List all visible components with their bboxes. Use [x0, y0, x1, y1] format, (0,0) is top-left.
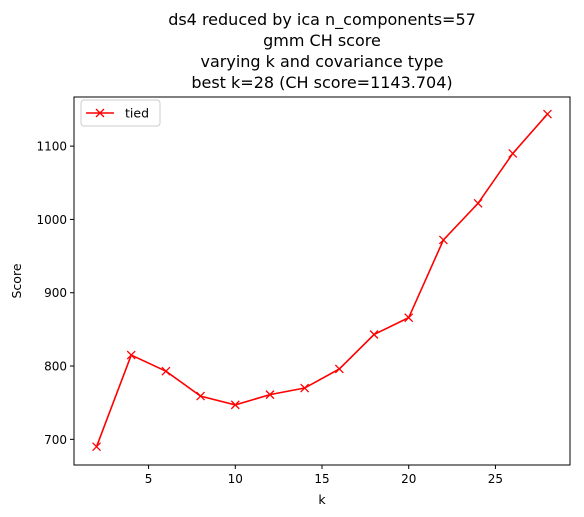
y-tick-label: 800 — [44, 360, 67, 374]
series-line-tied — [95, 113, 549, 447]
legend-x-marker-icon — [95, 108, 105, 118]
data-point-marker — [508, 148, 518, 158]
x-tick-label: 10 — [228, 472, 243, 486]
title: ds4 reduced by ica n_components=57 gmm C… — [168, 10, 476, 92]
data-point-marker — [196, 391, 206, 401]
title-line-2: gmm CH score — [263, 31, 381, 50]
data-point-marker — [126, 350, 136, 360]
title-line-4: best k=28 (CH score=1143.704) — [191, 73, 452, 92]
legend-label-tied: tied — [125, 106, 149, 121]
data-point-marker — [542, 109, 552, 119]
legend: tied — [80, 99, 161, 127]
x-axis-ticks: 5 10 15 20 25 — [145, 465, 503, 486]
data-point-marker — [230, 400, 240, 410]
y-tick-label: 1100 — [36, 140, 67, 154]
data-point-marker — [369, 330, 379, 339]
y-axis-ticks: 700 800 900 1000 1100 — [36, 140, 74, 447]
x-tick-label: 5 — [145, 472, 153, 486]
y-axis-label: Score — [9, 263, 24, 298]
data-point-marker — [265, 390, 275, 400]
data-point-marker — [438, 235, 448, 245]
data-point-marker — [473, 198, 483, 208]
data-point-marker — [334, 364, 344, 374]
y-tick-label: 900 — [44, 286, 67, 300]
x-tick-label: 15 — [314, 472, 329, 486]
title-line-3: varying k and covariance type — [201, 52, 444, 71]
plot-frame — [73, 96, 571, 466]
data-point-marker — [161, 366, 171, 376]
data-point-marker — [92, 442, 102, 452]
x-axis-label: k — [318, 492, 326, 507]
title-line-1: ds4 reduced by ica n_components=57 — [168, 10, 476, 30]
y-tick-label: 700 — [44, 433, 67, 447]
legend-box — [80, 99, 161, 127]
x-tick-label: 20 — [401, 472, 416, 486]
x-tick-label: 25 — [488, 472, 503, 486]
series-layer — [92, 109, 552, 452]
y-tick-label: 1000 — [36, 213, 67, 227]
data-point-marker — [300, 383, 310, 393]
data-point-marker — [404, 313, 414, 323]
